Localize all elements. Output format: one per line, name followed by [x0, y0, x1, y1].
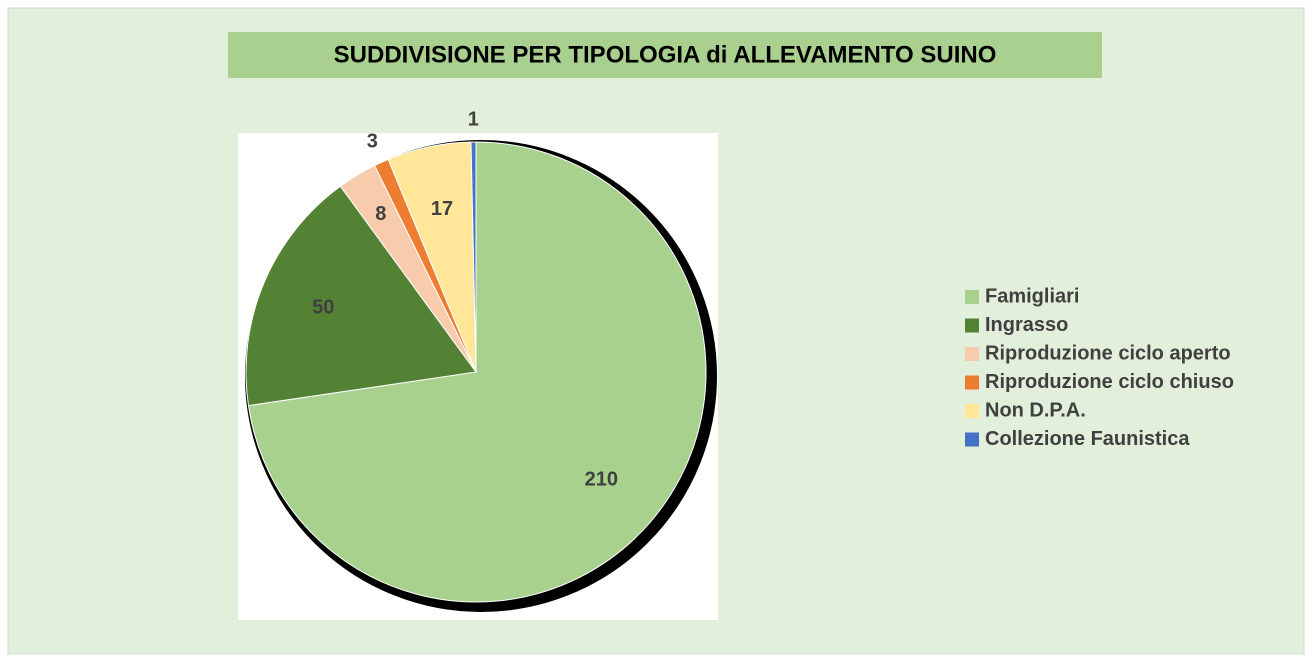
legend-swatch	[965, 347, 979, 361]
legend-label: Riproduzione ciclo chiuso	[985, 371, 1234, 393]
legend-swatch	[965, 432, 979, 447]
legend-swatch	[965, 375, 979, 390]
legend-swatch	[965, 318, 979, 333]
legend-label: Ingrasso	[985, 314, 1068, 336]
title-box	[228, 32, 1102, 78]
data-label: 8	[375, 203, 386, 225]
pie-slice	[245, 185, 477, 407]
data-label: 3	[367, 131, 378, 153]
data-label: 17	[431, 198, 453, 220]
legend-label: Non D.P.A.	[985, 399, 1086, 421]
data-label: 50	[312, 296, 334, 318]
legend-label: Collezione Faunistica	[985, 428, 1190, 450]
pie-slice	[247, 141, 707, 603]
data-label: 1	[468, 108, 479, 130]
chart-title: SUDDIVISIONE PER TIPOLOGIA di ALLEVAMENT…	[334, 41, 997, 68]
legend-label: Famigliari	[985, 285, 1079, 307]
legend-label: Riproduzione ciclo aperto	[985, 342, 1231, 364]
legend-swatch	[965, 404, 979, 418]
data-label: 210	[585, 468, 618, 490]
pie-slice	[470, 141, 477, 373]
legend-swatch	[965, 290, 979, 304]
